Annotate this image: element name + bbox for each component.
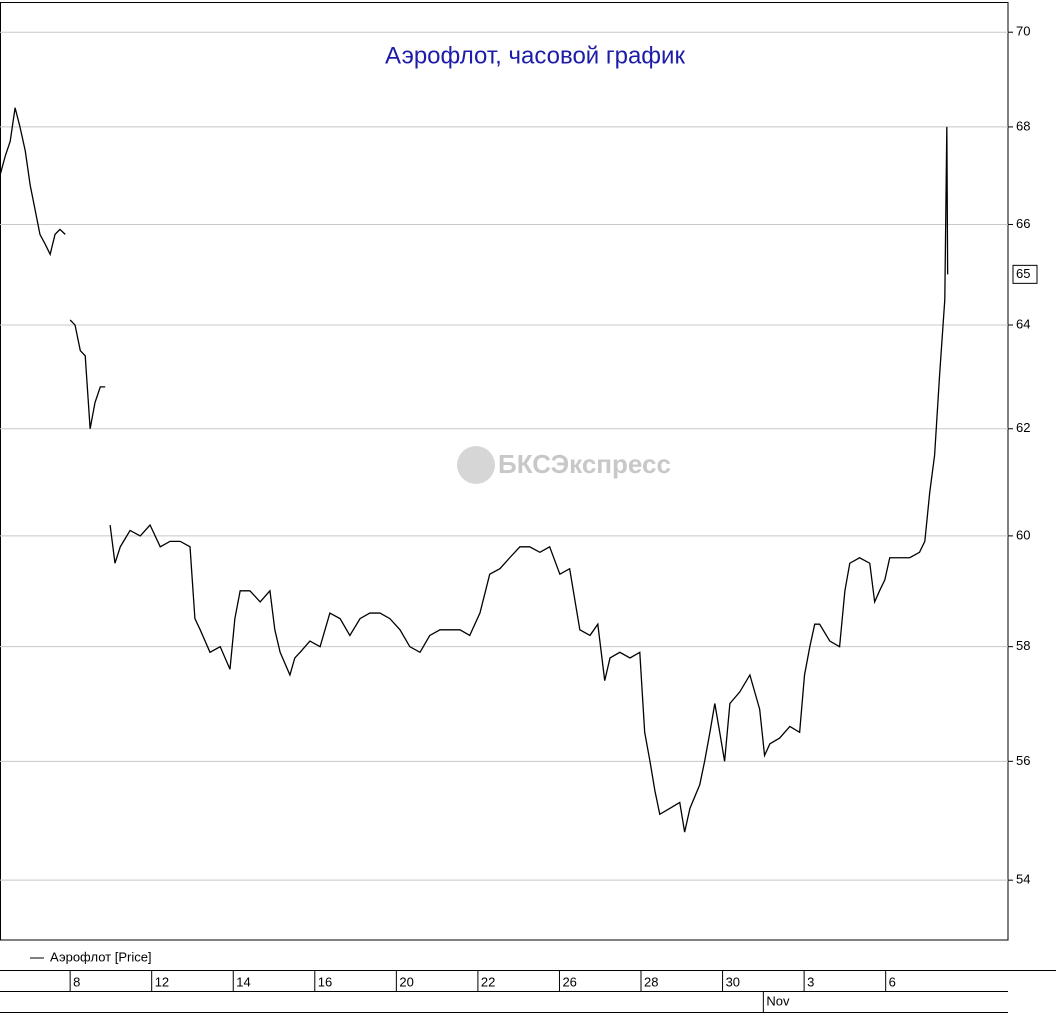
x-tick-label: 26	[562, 974, 576, 989]
watermark-group: БКСЭкспресс	[457, 446, 671, 484]
y-tick-label: 62	[1016, 420, 1030, 435]
price-line	[0, 107, 949, 833]
chart-title: Аэрофлот, часовой график	[385, 42, 685, 69]
month-label: Nov	[766, 993, 790, 1008]
legend-label: Аэрофлот [Price]	[50, 949, 152, 964]
watermark: БКСЭкспресс	[498, 449, 671, 479]
y-tick-label: 58	[1016, 638, 1030, 653]
x-tick-label: 16	[318, 974, 332, 989]
y-tick-label: 64	[1016, 316, 1030, 331]
x-tick-label: 3	[807, 974, 814, 989]
x-tick-label: 30	[726, 974, 740, 989]
x-tick-label: 12	[155, 974, 169, 989]
x-tick-label: 6	[889, 974, 896, 989]
x-tick-label: 20	[399, 974, 413, 989]
y-tick-label: 60	[1016, 527, 1030, 542]
y-tick-label: 56	[1016, 753, 1030, 768]
x-tick-label: 8	[73, 974, 80, 989]
plot-frame	[0, 2, 1009, 941]
last-price-box	[1012, 264, 1038, 284]
y-tick-label: 70	[1016, 24, 1030, 39]
y-tick-label: 68	[1016, 118, 1030, 133]
x-tick-label: 28	[644, 974, 658, 989]
watermark-logo	[457, 446, 495, 484]
last-price-label: 65	[1016, 266, 1030, 281]
x-tick-label: 22	[481, 974, 495, 989]
y-tick-label: 66	[1016, 216, 1030, 231]
x-tick-label: 14	[236, 974, 250, 989]
y-tick-label: 54	[1016, 872, 1030, 887]
